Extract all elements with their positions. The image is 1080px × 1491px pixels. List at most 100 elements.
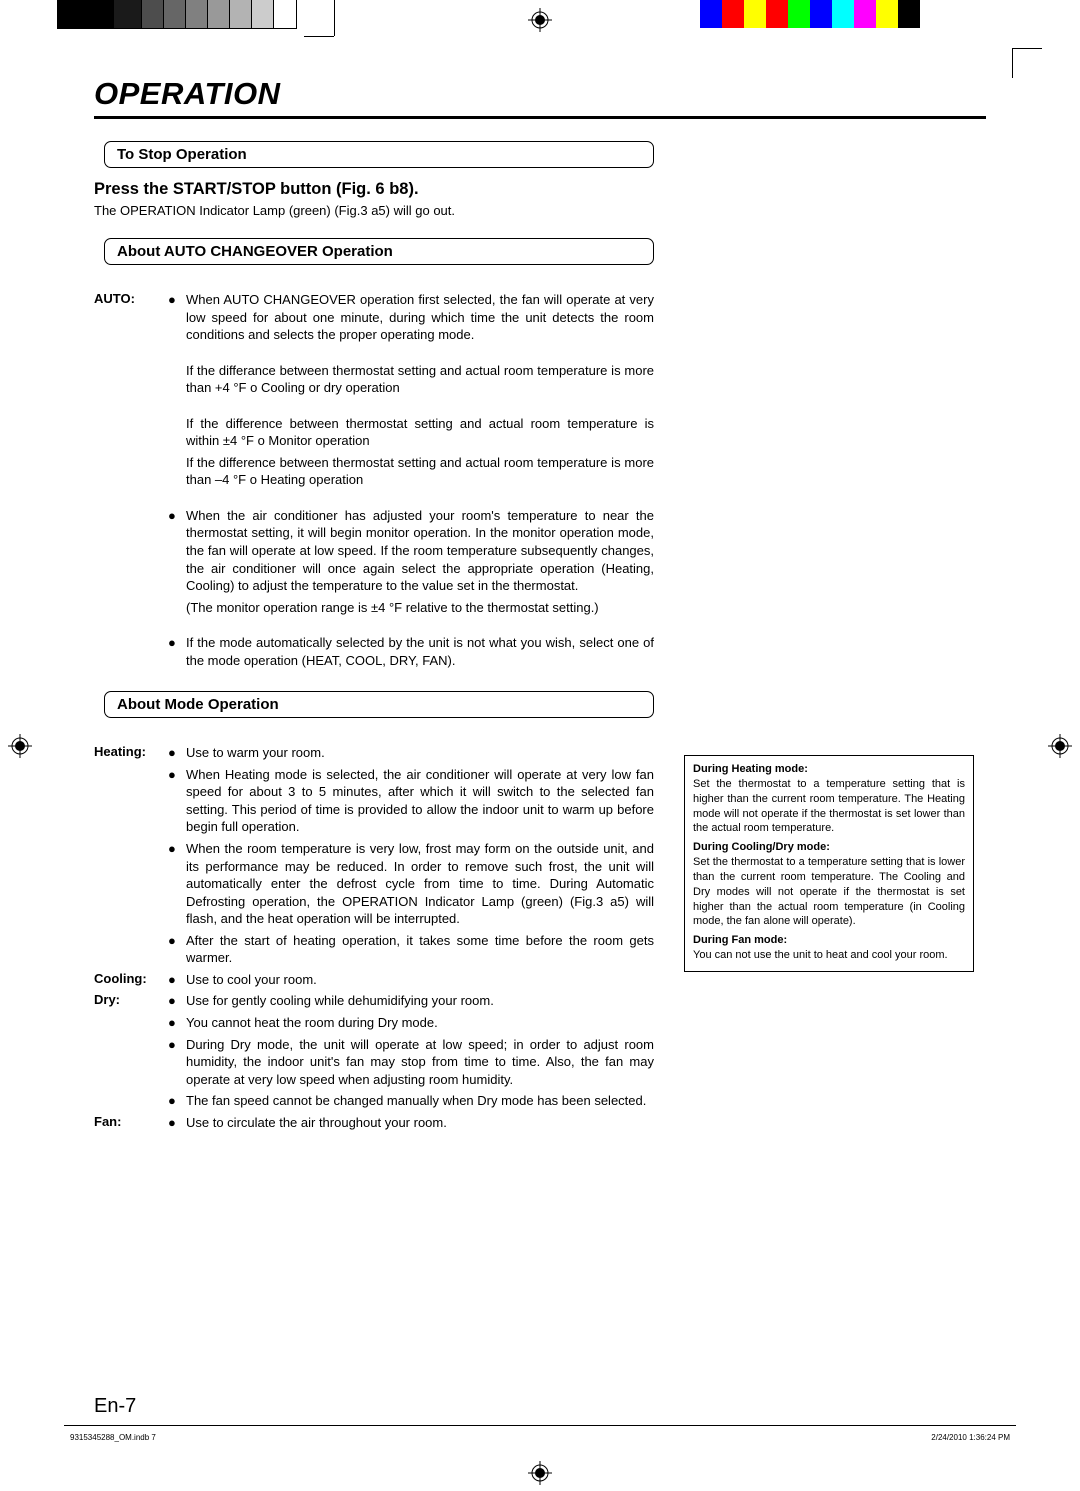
bullet-text: After the start of heating operation, it… — [186, 932, 654, 967]
paragraph: (The monitor operation range is ±4 °F re… — [186, 599, 654, 617]
bullet-icon: ● — [168, 992, 178, 1010]
bullet-text: Use to cool your room. — [186, 971, 654, 989]
mode-block-dry: Dry:●Use for gently cooling while dehumi… — [94, 992, 654, 1113]
mode-label: AUTO: — [94, 291, 156, 673]
bullet-item: ●When the air conditioner has adjusted y… — [168, 507, 654, 595]
info-heading: During Fan mode: — [693, 933, 965, 948]
swatch — [832, 0, 854, 28]
bullet-text: When the room temperature is very low, f… — [186, 840, 654, 928]
page-title: OPERATION — [94, 76, 986, 119]
bullet-icon: ● — [168, 744, 178, 762]
color-bar-left — [58, 0, 296, 28]
bullet-text: Use for gently cooling while dehumidifyi… — [186, 992, 654, 1010]
bullet-item: ●When AUTO CHANGEOVER operation first se… — [168, 291, 654, 344]
swatch — [86, 0, 114, 28]
section-box-auto: About AUTO CHANGEOVER Operation — [104, 238, 654, 265]
bullet-icon: ● — [168, 766, 178, 836]
info-body: Set the thermostat to a temperature sett… — [693, 855, 965, 929]
crop-mark — [304, 36, 334, 37]
bullet-item: ●When the room temperature is very low, … — [168, 840, 654, 928]
instruction-heading: Press the START/STOP button (Fig. 6 b8). — [94, 180, 654, 199]
footer-timestamp: 2/24/2010 1:36:24 PM — [931, 1433, 1010, 1442]
bullet-item: ● You cannot heat the room during Dry mod… — [168, 1014, 654, 1032]
info-body: Set the thermostat to a temperature sett… — [693, 777, 965, 836]
bullet-text: When AUTO CHANGEOVER operation first sel… — [186, 291, 654, 344]
registration-mark-icon — [1048, 734, 1072, 758]
swatch — [788, 0, 810, 28]
swatch — [744, 0, 766, 28]
bullet-icon: ● — [168, 1036, 178, 1089]
footer-filename: 9315345288_OM.indb 7 — [70, 1433, 156, 1442]
bullet-text: Use to circulate the air throughout your… — [186, 1114, 654, 1132]
bullet-icon: ● — [168, 1092, 178, 1110]
section-box-stop: To Stop Operation — [104, 141, 654, 168]
mode-label: Cooling: — [94, 971, 156, 993]
paragraph: If the differance between thermostat set… — [186, 362, 654, 397]
mode-label: Fan: — [94, 1114, 156, 1136]
registration-mark-icon — [8, 734, 32, 758]
section-box-mode: About Mode Operation — [104, 691, 654, 718]
registration-mark-icon — [528, 8, 552, 32]
color-bar-right — [700, 0, 920, 28]
bullet-icon: ● — [168, 1014, 178, 1032]
info-body: You can not use the unit to heat and coo… — [693, 948, 965, 963]
swatch — [142, 0, 164, 28]
mode-label: Dry: — [94, 992, 156, 1113]
page-frame: OPERATION To Stop Operation Press the ST… — [64, 48, 1016, 1448]
swatch — [766, 0, 788, 28]
bullet-item: ● Use to circulate the air throughout you… — [168, 1114, 654, 1132]
swatch — [722, 0, 744, 28]
bullet-icon: ● — [168, 507, 178, 595]
swatch — [854, 0, 876, 28]
bullet-text: During Dry mode, the unit will operate a… — [186, 1036, 654, 1089]
crop-mark — [1012, 48, 1042, 49]
swatch — [164, 0, 186, 28]
paragraph: If the difference between thermostat set… — [186, 415, 654, 450]
bullet-icon: ● — [168, 971, 178, 989]
swatch — [186, 0, 208, 28]
bullet-text: Use to warm your room. — [186, 744, 654, 762]
bullet-item: ● Use to warm your room. — [168, 744, 654, 762]
swatch — [58, 0, 86, 28]
swatch — [252, 0, 274, 28]
bullet-icon: ● — [168, 932, 178, 967]
instruction-sub: The OPERATION Indicator Lamp (green) (Fi… — [94, 203, 654, 218]
mode-block-heating: Heating:●Use to warm your room.●When Hea… — [94, 744, 654, 971]
bullet-item: ● Use for gently cooling while dehumidify… — [168, 992, 654, 1010]
swatch — [208, 0, 230, 28]
page-number: En-7 — [94, 1395, 136, 1418]
bullet-text: When the air conditioner has adjusted yo… — [186, 507, 654, 595]
mode-block-cooling: Cooling: ● Use to cool your room. — [94, 971, 654, 993]
bullet-text: When Heating mode is selected, the air c… — [186, 766, 654, 836]
bullet-item: ●When Heating mode is selected, the air … — [168, 766, 654, 836]
side-column: During Heating mode:Set the thermostat t… — [684, 755, 974, 1135]
bullet-icon: ● — [168, 840, 178, 928]
main-column: To Stop Operation Press the START/STOP b… — [94, 141, 654, 1135]
bullet-text: You cannot heat the room during Dry mode… — [186, 1014, 654, 1032]
swatch — [230, 0, 252, 28]
bullet-text: If the mode automatically selected by th… — [186, 634, 654, 669]
paragraph: If the difference between thermostat set… — [186, 454, 654, 489]
swatch — [876, 0, 898, 28]
info-heading: During Heating mode: — [693, 762, 965, 777]
footer-meta: 9315345288_OM.indb 7 2/24/2010 1:36:24 P… — [64, 1433, 1016, 1442]
swatch — [274, 0, 296, 28]
crop-mark — [334, 0, 335, 36]
info-heading: During Cooling/Dry mode: — [693, 840, 965, 855]
bullet-item: ●If the mode automatically selected by t… — [168, 634, 654, 669]
bullet-text: The fan speed cannot be changed manually… — [186, 1092, 654, 1110]
mode-label: Heating: — [94, 744, 156, 971]
footer-rule — [64, 1425, 1016, 1426]
bullet-item: ●After the start of heating operation, i… — [168, 932, 654, 967]
swatch — [810, 0, 832, 28]
bullet-icon: ● — [168, 291, 178, 344]
bullet-icon: ● — [168, 1114, 178, 1132]
bullet-item: ● The fan speed cannot be changed manuall… — [168, 1092, 654, 1110]
bullet-icon: ● — [168, 634, 178, 669]
swatch — [898, 0, 920, 28]
bullet-item: ●During Dry mode, the unit will operate … — [168, 1036, 654, 1089]
auto-block: AUTO: ●When AUTO CHANGEOVER operation fi… — [94, 291, 654, 673]
registration-mark-icon — [528, 1461, 552, 1485]
swatch — [700, 0, 722, 28]
info-box: During Heating mode:Set the thermostat t… — [684, 755, 974, 972]
